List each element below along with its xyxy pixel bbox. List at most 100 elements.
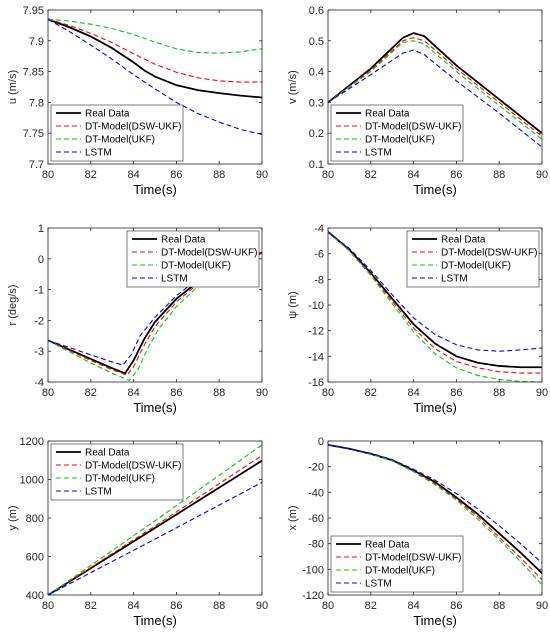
- legend-label: Real Data: [365, 540, 410, 551]
- legend-label: Real Data: [85, 448, 130, 459]
- x-tick-label: 86: [170, 387, 182, 399]
- legend: Real Data DT-Model(DSW-UKF) DT-Model(UKF) L…: [330, 535, 464, 593]
- subplot-4: 80 82 84 86 88 90 -16 -14 -12 -10 -8 -6 -4 Time(s) ψ (…: [287, 223, 548, 415]
- y-tick-label: -14: [308, 351, 324, 363]
- x-tick-label: 90: [256, 387, 268, 399]
- legend-label: LSTM: [365, 148, 392, 159]
- x-tick-label: 86: [450, 169, 462, 181]
- x-axis-label: Time(s): [133, 182, 177, 197]
- x-tick-label: 90: [536, 387, 548, 399]
- y-tick-label: 0.3: [309, 97, 324, 109]
- x-tick-label: 88: [213, 600, 225, 612]
- x-tick-label: 88: [493, 600, 505, 612]
- legend-label: LSTM: [161, 274, 188, 285]
- axes-frame: [47, 9, 263, 165]
- x-axis-label: Time(s): [413, 613, 457, 628]
- legend-label: DT-Model(UKF): [441, 261, 511, 272]
- y-tick-label: 0.2: [309, 128, 324, 140]
- series-line-2: [328, 37, 542, 137]
- legend-label: DT-Model(DSW-UKF): [161, 248, 257, 259]
- series-line-3: [48, 444, 262, 595]
- y-tick-label: -40: [308, 487, 324, 499]
- x-axis-label: Time(s): [133, 400, 177, 415]
- x-tick-label: 84: [407, 169, 419, 181]
- x-tick-label: 84: [407, 600, 419, 612]
- y-tick-label: 800: [26, 513, 44, 525]
- x-tick-label: 90: [536, 169, 548, 181]
- legend: Real Data DT-Model(DSW-UKF) DT-Model(UKF) L…: [50, 104, 184, 162]
- legend-label: DT-Model(UKF): [85, 474, 155, 485]
- axes-frame: [327, 9, 543, 165]
- subplot-1: 80 82 84 86 88 90 7.7 7.75 7.8 7.85 7.9 7.95 Time(s)…: [7, 5, 268, 197]
- x-tick-label: 90: [256, 600, 268, 612]
- legend-label: LSTM: [441, 274, 468, 285]
- legend-label: DT-Model(DSW-UKF): [85, 461, 181, 472]
- y-tick-label: 1: [38, 223, 44, 235]
- y-tick-label: -8: [314, 274, 324, 286]
- series-line-4: [328, 444, 542, 564]
- y-tick-label: -100: [302, 564, 324, 576]
- y-axis-label: x (m): [287, 505, 299, 530]
- y-tick-label: 7.75: [23, 128, 44, 140]
- y-tick-label: -1: [34, 285, 44, 297]
- series-line-4: [48, 481, 262, 595]
- legend-label: DT-Model(DSW-UKF): [365, 122, 461, 133]
- x-tick-label: 80: [42, 169, 54, 181]
- x-tick-label: 82: [365, 169, 377, 181]
- legend-label: Real Data: [85, 109, 130, 120]
- y-tick-label: 7.8: [29, 97, 44, 109]
- y-tick-label: -2: [34, 315, 44, 327]
- y-tick-label: 400: [26, 590, 44, 602]
- legend-label: Real Data: [365, 109, 410, 120]
- x-tick-label: 88: [213, 169, 225, 181]
- y-tick-label: 1000: [20, 475, 44, 487]
- legend-label: Real Data: [161, 235, 206, 246]
- x-tick-label: 84: [127, 600, 139, 612]
- x-tick-label: 80: [42, 387, 54, 399]
- y-tick-label: 7.7: [29, 159, 44, 171]
- y-tick-label: -120: [302, 590, 324, 602]
- x-tick-label: 86: [450, 387, 462, 399]
- y-tick-label: 0: [318, 436, 324, 448]
- y-tick-label: -60: [308, 513, 324, 525]
- subplot-5: 80 82 84 86 88 90 400 600 800 1000 1200 Time(s) y (m…: [7, 436, 268, 628]
- x-tick-label: 82: [85, 169, 97, 181]
- y-axis-label: r (deg/s): [7, 285, 19, 326]
- y-axis-label: y (m): [7, 505, 19, 530]
- axes-frame: [47, 227, 263, 383]
- series-line-2: [48, 18, 262, 83]
- series-line-4: [328, 231, 542, 352]
- x-tick-label: 88: [493, 169, 505, 181]
- legend-label: DT-Model(UKF): [365, 566, 435, 577]
- legend-label: Real Data: [441, 235, 486, 246]
- y-tick-label: -4: [34, 377, 44, 389]
- legend: Real Data DT-Model(DSW-UKF) DT-Model(UKF) L…: [330, 104, 464, 162]
- x-tick-label: 84: [127, 387, 139, 399]
- x-tick-label: 88: [213, 387, 225, 399]
- legend-label: DT-Model(DSW-UKF): [441, 248, 537, 259]
- x-tick-label: 82: [85, 600, 97, 612]
- y-tick-label: -10: [308, 300, 324, 312]
- y-axis-label: v (m/s): [287, 70, 299, 104]
- x-tick-label: 86: [170, 600, 182, 612]
- series-line-1: [48, 18, 262, 99]
- y-tick-label: 0.4: [309, 67, 324, 79]
- series-line-2: [328, 231, 542, 374]
- legend: Real Data DT-Model(DSW-UKF) DT-Model(UKF) L…: [126, 230, 260, 288]
- x-tick-label: 88: [493, 387, 505, 399]
- subplot-6: 80 82 84 86 88 90 -120 -100 -80 -60 -40 -20 0 Time(s)…: [287, 436, 548, 628]
- y-tick-label: 7.85: [23, 67, 44, 79]
- y-axis-label: u (m/s): [7, 70, 19, 104]
- x-tick-label: 86: [170, 169, 182, 181]
- x-axis-label: Time(s): [133, 613, 177, 628]
- series-line-3: [328, 231, 542, 382]
- series-line-1: [328, 32, 542, 134]
- y-tick-label: -16: [308, 377, 324, 389]
- legend: Real Data DT-Model(DSW-UKF) DT-Model(UKF) L…: [50, 443, 184, 501]
- x-axis-label: Time(s): [413, 400, 457, 415]
- series-line-4: [328, 49, 542, 148]
- y-tick-label: -4: [314, 223, 324, 235]
- x-tick-label: 80: [322, 387, 334, 399]
- legend-label: LSTM: [85, 487, 112, 498]
- y-tick-label: -3: [34, 346, 44, 358]
